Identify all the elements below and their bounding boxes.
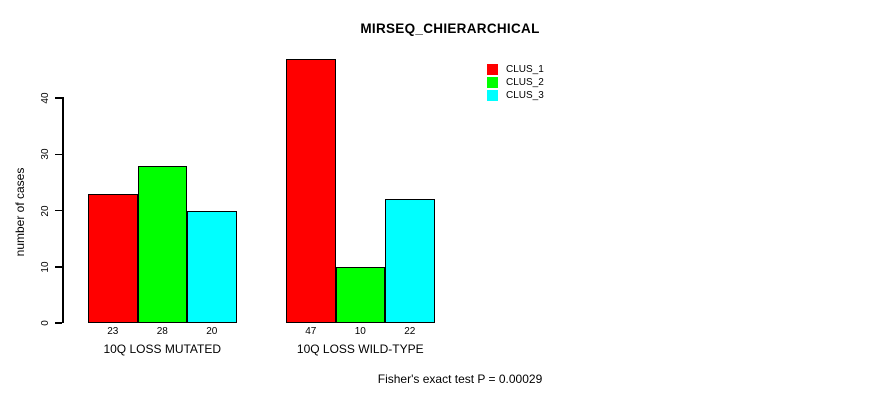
legend-label: CLUS_2 xyxy=(506,77,544,88)
legend-item: CLUS_3 xyxy=(487,89,544,102)
y-axis-title: number of cases xyxy=(13,167,27,257)
pvalue-annotation: Fisher's exact test P = 0.00029 xyxy=(377,372,543,386)
bar-value-label: 28 xyxy=(156,326,168,337)
y-axis-line xyxy=(62,97,64,323)
x-group-label: 10Q LOSS MUTATED xyxy=(103,342,222,356)
y-tick-mark xyxy=(55,153,62,155)
y-tick-label: 10 xyxy=(40,261,51,273)
legend-item: CLUS_1 xyxy=(487,63,544,76)
y-tick-mark xyxy=(55,266,62,268)
bar-value-label: 23 xyxy=(107,326,119,337)
x-group-label: 10Q LOSS WILD-TYPE xyxy=(296,342,424,356)
legend-label: CLUS_3 xyxy=(506,90,544,101)
y-tick-label: 20 xyxy=(40,204,51,217)
y-tick-mark xyxy=(55,97,62,99)
y-tick-mark xyxy=(55,209,62,212)
legend-item: CLUS_2 xyxy=(487,76,544,89)
y-tick-mark xyxy=(55,322,62,324)
bar-clus_3-group1 xyxy=(187,210,237,323)
y-tick-label: 30 xyxy=(40,148,51,160)
legend: CLUS_1 CLUS_2 CLUS_3 xyxy=(487,63,544,102)
bar-value-label: 22 xyxy=(404,326,416,337)
legend-swatch-clus_1 xyxy=(487,64,498,75)
y-tick-label: 40 xyxy=(40,92,51,104)
bar-clus_1-group1 xyxy=(88,193,138,323)
bar-clus_3-group2 xyxy=(385,199,435,323)
chart-title: MIRSEQ_CHIERARCHICAL xyxy=(360,21,540,36)
bar-clus_2-group1 xyxy=(137,165,187,323)
bar-value-label: 10 xyxy=(354,326,366,337)
legend-swatch-clus_3 xyxy=(487,90,498,101)
bar-clus_2-group2 xyxy=(335,266,385,323)
bar-value-label: 20 xyxy=(206,326,218,337)
legend-swatch-clus_2 xyxy=(487,77,498,88)
bar-clus_1-group2 xyxy=(286,58,336,323)
y-tick-label: 0 xyxy=(40,320,51,326)
legend-label: CLUS_1 xyxy=(506,64,544,75)
bar-value-label: 47 xyxy=(305,326,317,337)
